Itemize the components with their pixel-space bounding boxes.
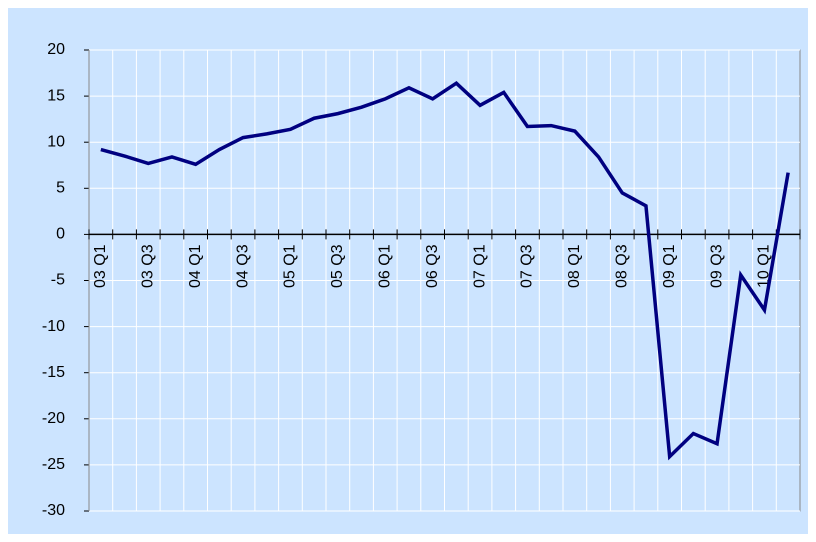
x-tick-label: 09 Q3 <box>708 244 725 288</box>
x-tick-label: 09 Q1 <box>661 244 678 288</box>
y-tick-label: 10 <box>47 133 65 150</box>
x-tick-label: 06 Q3 <box>424 244 441 288</box>
y-tick-label: -15 <box>42 364 65 381</box>
x-tick-label: 07 Q3 <box>519 244 536 288</box>
y-tick-label: -5 <box>51 272 65 289</box>
x-tick-label: 03 Q3 <box>139 244 156 288</box>
x-tick-label: 04 Q1 <box>187 244 204 288</box>
x-tick-label: 03 Q1 <box>92 244 109 288</box>
x-tick-label: 07 Q1 <box>471 244 488 288</box>
x-tick-label: 06 Q1 <box>376 244 393 288</box>
y-tick-label: -30 <box>42 502 65 519</box>
x-tick-label: 05 Q1 <box>282 244 299 288</box>
x-tick-label: 08 Q1 <box>566 244 583 288</box>
y-tick-label: -25 <box>42 456 65 473</box>
y-tick-label: 5 <box>56 180 65 197</box>
y-tick-label: 0 <box>56 226 65 243</box>
y-tick-label: 20 <box>47 41 65 58</box>
x-tick-label: 05 Q3 <box>329 244 346 288</box>
x-tick-label: 08 Q3 <box>613 244 630 288</box>
y-tick-label: 15 <box>47 87 65 104</box>
y-tick-label: -20 <box>42 410 65 427</box>
y-tick-label: -10 <box>42 318 65 335</box>
series-line <box>100 80 790 461</box>
x-tick-label: 04 Q3 <box>234 244 251 288</box>
